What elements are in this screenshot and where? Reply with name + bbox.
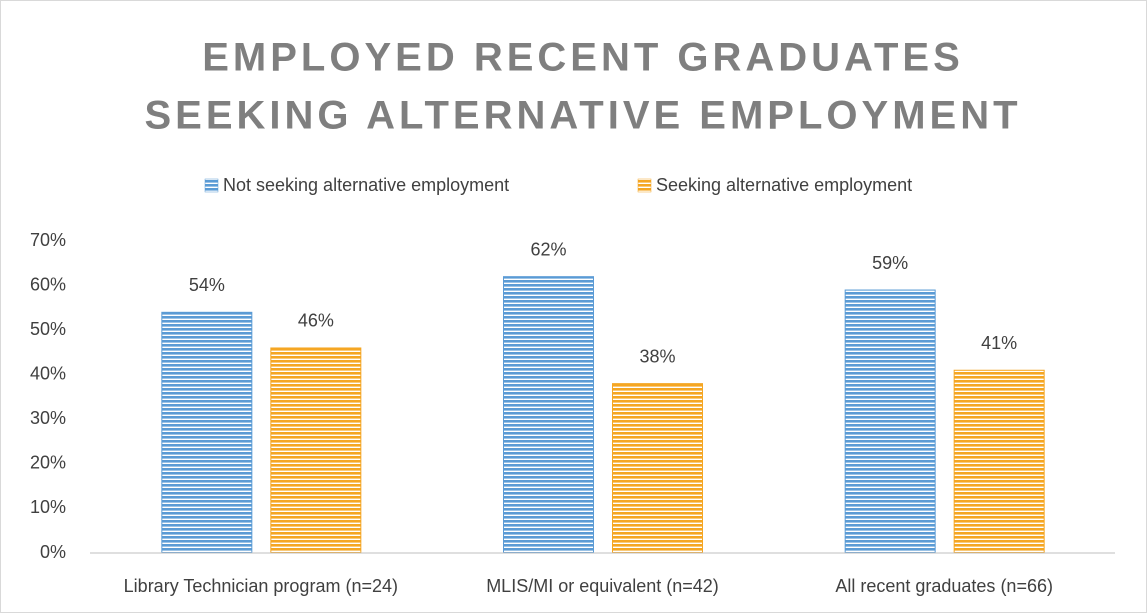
bar xyxy=(953,369,1045,554)
y-tick-label: 50% xyxy=(30,319,66,339)
y-tick-label: 40% xyxy=(30,363,66,383)
y-tick-label: 70% xyxy=(30,230,66,250)
chart-title: SEEKING ALTERNATIVE EMPLOYMENT xyxy=(144,94,1021,138)
bar xyxy=(844,289,936,554)
legend-label: Seeking alternative employment xyxy=(656,175,912,195)
data-label: 62% xyxy=(530,239,566,259)
data-label: 54% xyxy=(189,275,225,295)
x-tick-label: MLIS/MI or equivalent (n=42) xyxy=(486,576,719,596)
y-tick-label: 30% xyxy=(30,408,66,428)
x-tick-label: Library Technician program (n=24) xyxy=(124,576,398,596)
legend-swatch xyxy=(637,178,652,193)
data-label: 41% xyxy=(981,333,1017,353)
bar xyxy=(612,383,703,554)
y-tick-label: 20% xyxy=(30,453,66,473)
data-label: 59% xyxy=(872,253,908,273)
bar xyxy=(270,347,362,554)
y-tick-label: 0% xyxy=(40,542,66,562)
bar xyxy=(503,276,594,554)
legend-swatch xyxy=(204,178,219,193)
chart-title: EMPLOYED RECENT GRADUATES xyxy=(202,36,964,80)
bar xyxy=(161,311,253,554)
y-tick-label: 10% xyxy=(30,497,66,517)
data-label: 46% xyxy=(298,311,334,331)
legend-label: Not seeking alternative employment xyxy=(223,175,509,195)
data-label: 38% xyxy=(639,346,675,366)
x-tick-label: All recent graduates (n=66) xyxy=(835,576,1053,596)
y-tick-label: 60% xyxy=(30,274,66,294)
